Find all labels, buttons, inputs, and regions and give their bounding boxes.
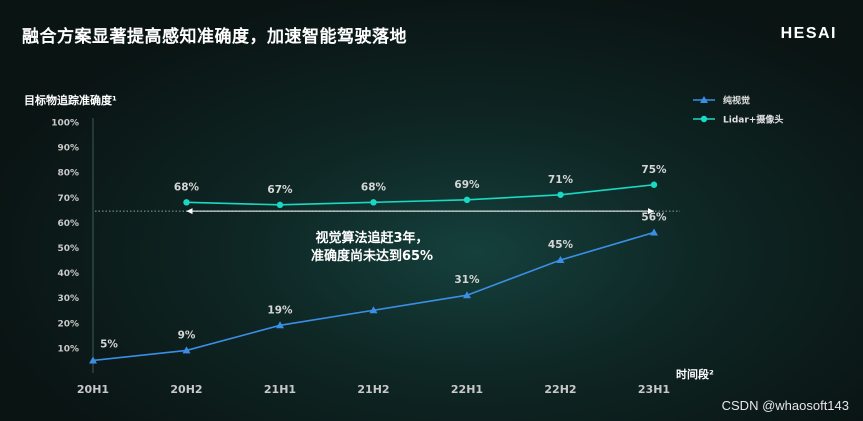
y-tick-label: 70% — [57, 194, 79, 204]
x-tick-label: 22H2 — [544, 383, 576, 396]
y-tick-label: 50% — [57, 244, 79, 254]
x-tick-label: 21H1 — [264, 383, 296, 396]
x-tick-label: 22H1 — [451, 383, 483, 396]
data-label: 31% — [454, 274, 480, 286]
series-2-point — [370, 199, 377, 206]
series-1-point — [369, 306, 378, 314]
data-label: 69% — [454, 179, 480, 191]
legend-label: 纯视觉 — [723, 95, 750, 107]
arrow-right-head — [648, 208, 654, 215]
x-tick-label: 20H2 — [170, 383, 202, 396]
series-2-point — [183, 199, 190, 206]
watermark: CSDN @whaosoft143 — [721, 398, 849, 413]
series-1-point — [276, 321, 284, 329]
series-2-point — [276, 201, 284, 209]
data-label: 68% — [361, 181, 387, 193]
slide-title: 融合方案显著提高感知准确度，加速智能驾驶落地 — [22, 27, 407, 47]
y-tick-label: 10% — [57, 344, 79, 354]
annotation-line-1: 视觉算法追赶3年， — [315, 230, 428, 246]
series-1-point — [182, 346, 191, 354]
series-1-point — [463, 291, 471, 299]
data-label: 68% — [174, 181, 200, 193]
data-label: 45% — [548, 239, 574, 251]
series-1-point — [556, 256, 565, 264]
y-tick-label: 60% — [57, 219, 79, 229]
series-2-point — [463, 196, 471, 204]
data-label: 9% — [178, 329, 196, 341]
y-tick-label: 20% — [57, 319, 79, 329]
legend-circle-marker — [700, 115, 708, 123]
x-tick-label: 20H1 — [77, 383, 109, 396]
y-tick-label: 30% — [57, 294, 79, 304]
hesai-logo: HESAI — [780, 25, 837, 42]
x-tick-label: 23H1 — [638, 383, 670, 396]
data-label: 56% — [641, 211, 667, 223]
y-axis-title: 目标物追踪准确度¹ — [24, 93, 117, 107]
series-1-point — [89, 356, 97, 364]
arrow-left-head — [186, 208, 193, 215]
data-label: 71% — [548, 174, 574, 186]
annotation-line-2: 准确度尚未达到65% — [311, 248, 433, 264]
x-tick-label: 21H2 — [357, 383, 389, 396]
y-tick-label: 40% — [57, 269, 79, 279]
y-tick-label: 90% — [57, 144, 79, 154]
legend-label: Lidar+摄像头 — [723, 114, 783, 126]
data-label: 75% — [641, 164, 667, 176]
series-2-point — [650, 181, 658, 188]
y-tick-label: 100% — [51, 119, 79, 129]
series-line-2 — [186, 183, 655, 206]
y-tick-label: 80% — [57, 169, 79, 179]
x-axis-title: 时间段² — [676, 367, 714, 381]
data-label: 19% — [267, 304, 293, 316]
data-label: 67% — [267, 184, 293, 196]
data-label: 5% — [100, 338, 118, 350]
series-2-point — [557, 191, 564, 198]
legend-triangle-marker — [700, 96, 708, 103]
series-1-point — [650, 228, 658, 236]
